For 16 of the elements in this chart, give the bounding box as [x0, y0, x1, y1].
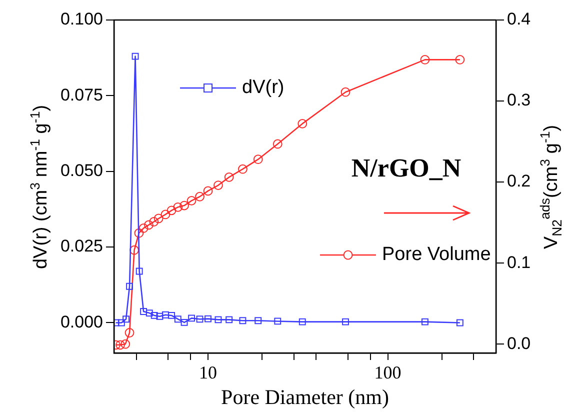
legend-label: Pore Volume — [382, 244, 491, 266]
y2-tick-label: 0.4 — [507, 10, 531, 29]
legend-label: dV(r) — [242, 77, 284, 98]
y-tick-label: 0.025 — [60, 236, 103, 256]
x-tick-label: 10 — [199, 362, 217, 383]
y-tick-label: 0.050 — [60, 161, 103, 180]
x-tick-label: 100 — [374, 362, 402, 383]
y2-tick-label: 0.2 — [507, 172, 531, 191]
x-axis-title: Pore Diameter (nm) — [221, 385, 389, 410]
y2-tick-label: 0.3 — [507, 90, 531, 110]
y-tick-label: 0.000 — [60, 312, 103, 332]
y2-tick-label: 0.0 — [507, 334, 531, 353]
y2-tick-label: 0.1 — [507, 252, 531, 272]
annotation: N/rGO_N — [351, 154, 462, 183]
y-tick-label: 0.075 — [60, 85, 103, 104]
y-tick-label: 0.100 — [60, 10, 103, 29]
